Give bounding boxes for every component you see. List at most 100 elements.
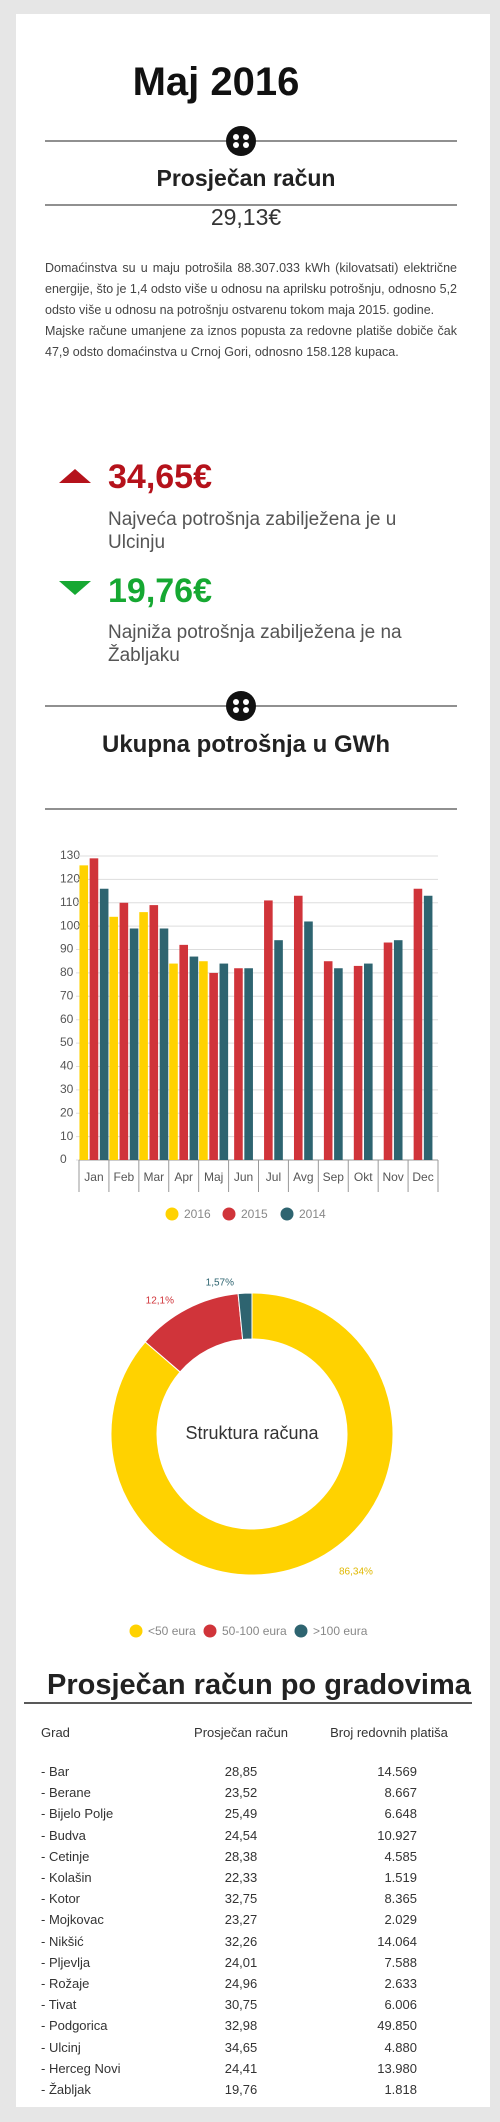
city-name: - Budva (41, 1827, 86, 1843)
city-payers: 2.633 (384, 1976, 417, 1991)
city-name: - Cetinje (41, 1848, 90, 1864)
max-text: Najveća potrošnja zabilježena je u Ulcin… (108, 509, 397, 553)
pie-center-label: Struktura računa (185, 1423, 319, 1443)
legend-label: <50 eura (148, 1624, 196, 1638)
bar (169, 963, 178, 1160)
average: 29,13€ (210, 204, 282, 230)
legend-marker (280, 1207, 294, 1221)
subtitle: Prosječan račun (156, 165, 336, 191)
city-payers: 14.569 (377, 1764, 417, 1779)
bar (244, 968, 253, 1160)
bar (99, 888, 109, 1160)
city-average: 30,75 (224, 1997, 258, 2013)
city-average: 32,75 (224, 1891, 258, 1907)
legend-marker (222, 1207, 236, 1221)
city-name: - Podgorica (41, 2018, 108, 2034)
slice-label: 12,1% (146, 1296, 174, 1307)
city-average: 24,41 (224, 2060, 258, 2076)
bar (393, 940, 403, 1160)
divider (24, 691, 472, 1704)
bar (129, 928, 139, 1160)
city-payers: 8.667 (384, 1785, 417, 1801)
city-payers: 7.588 (384, 1954, 417, 1970)
legend-marker (203, 1624, 217, 1638)
city-average: 25,49 (224, 1806, 258, 1822)
city-name: - Ulcinj (41, 2039, 81, 2055)
bar (189, 956, 199, 1160)
pie-slice (110, 1292, 394, 1576)
legend-label: 2015 (241, 1207, 268, 1221)
x-tick-label: Jun (234, 1170, 253, 1184)
bar (383, 942, 393, 1160)
bar (199, 961, 208, 1160)
pie-slice (237, 1292, 253, 1341)
x-tick-label: Sep (323, 1170, 345, 1184)
city-payers: 1.519 (384, 1870, 417, 1885)
y-tick-label: 100 (60, 918, 80, 932)
legend-label: 2014 (299, 1207, 326, 1221)
bar (89, 858, 99, 1160)
city-name: - Kotor (41, 1891, 81, 1907)
legend-marker (129, 1624, 143, 1638)
city-average: 22,33 (224, 1870, 258, 1885)
y-tick-label: 0 (60, 1152, 67, 1166)
y-tick-label: 90 (60, 942, 74, 956)
x-tick-label: Maj (204, 1170, 223, 1184)
bar (413, 888, 423, 1160)
slice-label: 1,57% (206, 1278, 234, 1289)
bar (109, 916, 118, 1160)
y-tick-label: 20 (60, 1105, 74, 1119)
city-average: 32,26 (224, 1933, 258, 1949)
legend-label: 2016 (184, 1207, 211, 1221)
bar (159, 928, 169, 1160)
city-name: - Bar (41, 1764, 70, 1779)
bar (304, 921, 313, 1160)
city-average: 24,96 (224, 1976, 258, 1991)
city-average: 32,98 (224, 2018, 258, 2034)
city-name: - Berane (41, 1785, 91, 1801)
city-name: - Bijelo Polje (41, 1806, 114, 1822)
divider (45, 126, 457, 206)
city-payers: 13.980 (377, 2060, 417, 2076)
city-payers: 4.585 (384, 1848, 417, 1864)
city-average: 28,85 (224, 1764, 258, 1779)
y-tick-label: 50 (60, 1035, 74, 1049)
table-header: Prosječan račun (194, 1725, 288, 1740)
city-payers: 2.029 (384, 1912, 417, 1928)
intro: Domaćinstva su u maju potrošila 88.307.0… (45, 258, 457, 363)
city-name: - Žabljak (41, 2082, 91, 2097)
city-payers: 14.064 (377, 1933, 417, 1949)
y-tick-label: 130 (60, 848, 80, 862)
bar (234, 968, 243, 1160)
y-tick-label: 110 (60, 895, 79, 909)
bar (323, 961, 333, 1160)
x-tick-label: Feb (114, 1170, 135, 1184)
bar (149, 905, 159, 1160)
city-name: - Rožaje (41, 1976, 90, 1991)
x-tick-label: Apr (174, 1170, 193, 1184)
title: Maj 2016 (132, 60, 300, 104)
legend-marker (165, 1207, 179, 1221)
y-tick-label: 70 (60, 988, 74, 1002)
city-name: - Pljevlja (41, 1954, 91, 1970)
bar (219, 963, 229, 1160)
down-arrow (59, 581, 91, 595)
city-payers: 49.850 (377, 2018, 417, 2034)
min-text: Najniža potrošnja zabilježena je na Žabl… (108, 622, 402, 666)
table-title: Prosječan račun po gradovima (47, 1669, 471, 1701)
y-tick-label: 30 (60, 1082, 74, 1096)
city-average: 23,52 (224, 1785, 258, 1801)
bar (334, 968, 343, 1160)
city-name: - Kolašin (41, 1870, 92, 1885)
city-average: 34,65 (224, 2039, 258, 2055)
city-payers: 8.365 (384, 1891, 417, 1907)
slice-label: 86,34% (339, 1567, 373, 1578)
x-tick-label: Jan (84, 1170, 103, 1184)
city-payers: 10.927 (377, 1827, 417, 1843)
legend-label: 50-100 eura (222, 1624, 287, 1638)
city-payers: 6.648 (384, 1806, 417, 1822)
x-tick-label: Avg (293, 1170, 313, 1184)
bar (119, 902, 129, 1160)
y-tick-label: 120 (60, 872, 80, 886)
city-name: - Nikšić (41, 1933, 84, 1949)
